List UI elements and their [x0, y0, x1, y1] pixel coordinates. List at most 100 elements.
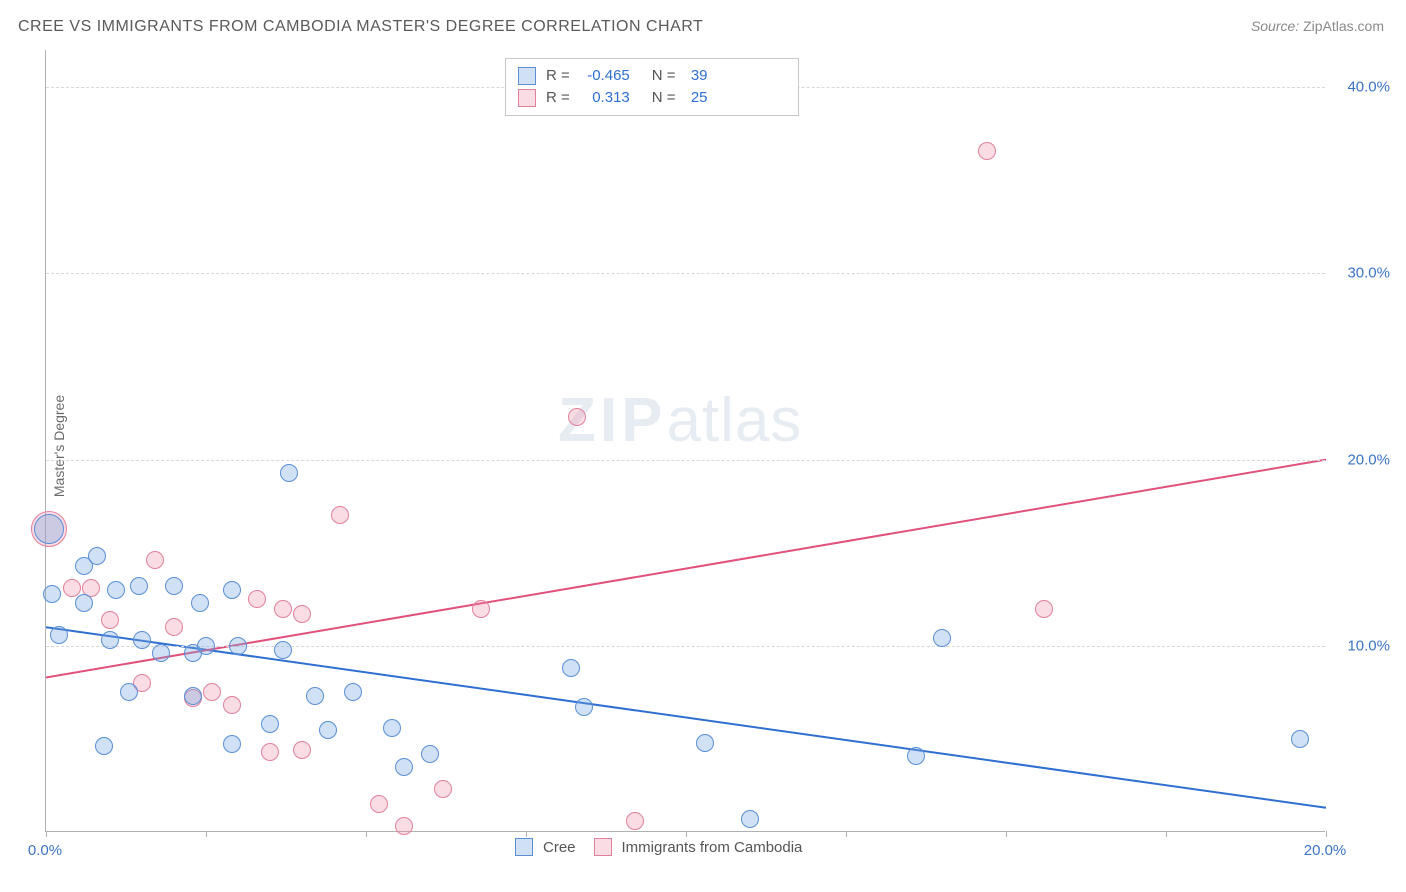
legend-label-cree: Cree [543, 839, 576, 856]
data-point-cree [274, 641, 292, 659]
data-point-cambodia [223, 696, 241, 714]
x-tick [46, 831, 47, 837]
data-point-cree [133, 631, 151, 649]
gridline [46, 273, 1325, 274]
data-point-cree [191, 594, 209, 612]
data-point-cree [130, 577, 148, 595]
data-point-cambodia [331, 506, 349, 524]
data-point-cree [184, 687, 202, 705]
x-tick [686, 831, 687, 837]
y-tick-label: 30.0% [1347, 265, 1390, 282]
data-point-cambodia [626, 812, 644, 830]
swatch-cree [518, 67, 536, 85]
data-point-cree [280, 464, 298, 482]
data-point-cambodia [274, 600, 292, 618]
legend-label-cambodia: Immigrants from Cambodia [622, 839, 803, 856]
legend-row-cree: R = -0.465 N = 39 [518, 65, 786, 87]
legend-item-cree: Cree [515, 838, 576, 856]
data-point-cree [165, 577, 183, 595]
x-tick-label: 20.0% [1304, 842, 1347, 859]
data-point-cree [383, 719, 401, 737]
source-label: Source: [1251, 18, 1299, 34]
data-point-cambodia [63, 579, 81, 597]
data-point-cambodia [1035, 600, 1053, 618]
swatch-cambodia [594, 838, 612, 856]
data-point-cambodia [248, 590, 266, 608]
data-point-cree [319, 721, 337, 739]
data-point-cree [75, 594, 93, 612]
data-point-cree [562, 659, 580, 677]
data-point-cree [95, 737, 113, 755]
x-tick [1166, 831, 1167, 837]
source-attribution: Source: ZipAtlas.com [1251, 18, 1384, 34]
watermark-atlas: atlas [666, 386, 802, 455]
data-point-cree [741, 810, 759, 828]
data-point-cree [107, 581, 125, 599]
data-point-cree [223, 735, 241, 753]
x-tick [366, 831, 367, 837]
data-point-cambodia [165, 618, 183, 636]
data-point-cambodia [472, 600, 490, 618]
r-label: R = [546, 65, 570, 87]
swatch-cambodia [518, 89, 536, 107]
data-point-cambodia [203, 683, 221, 701]
x-tick-label: 0.0% [28, 842, 62, 859]
n-value-cambodia: 25 [682, 87, 708, 109]
n-value-cree: 39 [682, 65, 708, 87]
data-point-cree [34, 514, 64, 544]
data-point-cree [197, 637, 215, 655]
data-point-cree [933, 629, 951, 647]
data-point-cree [50, 626, 68, 644]
data-point-cree [907, 747, 925, 765]
trend-lines [46, 50, 1326, 832]
data-point-cree [88, 547, 106, 565]
y-tick-label: 20.0% [1347, 451, 1390, 468]
data-point-cree [229, 637, 247, 655]
y-tick-label: 40.0% [1347, 79, 1390, 96]
scatter-plot-area: ZIPatlas 10.0%20.0%30.0%40.0% [45, 50, 1325, 832]
data-point-cree [261, 715, 279, 733]
data-point-cambodia [261, 743, 279, 761]
watermark: ZIPatlas [558, 385, 802, 456]
legend-row-cambodia: R = 0.313 N = 25 [518, 87, 786, 109]
data-point-cree [1291, 730, 1309, 748]
series-legend: Cree Immigrants from Cambodia [515, 838, 802, 856]
x-tick [1006, 831, 1007, 837]
data-point-cambodia [568, 408, 586, 426]
data-point-cree [101, 631, 119, 649]
n-label: N = [652, 87, 676, 109]
n-label: N = [652, 65, 676, 87]
data-point-cree [120, 683, 138, 701]
x-tick [1326, 831, 1327, 837]
x-tick [206, 831, 207, 837]
data-point-cree [395, 758, 413, 776]
data-point-cambodia [101, 611, 119, 629]
data-point-cambodia [293, 741, 311, 759]
data-point-cree [344, 683, 362, 701]
data-point-cree [575, 698, 593, 716]
data-point-cree [43, 585, 61, 603]
r-value-cree: -0.465 [576, 65, 630, 87]
data-point-cree [421, 745, 439, 763]
data-point-cambodia [293, 605, 311, 623]
source-value: ZipAtlas.com [1303, 18, 1384, 34]
correlation-legend: R = -0.465 N = 39 R = 0.313 N = 25 [505, 58, 799, 116]
x-tick [846, 831, 847, 837]
x-tick [526, 831, 527, 837]
data-point-cree [152, 644, 170, 662]
r-value-cambodia: 0.313 [576, 87, 630, 109]
data-point-cree [306, 687, 324, 705]
chart-title: CREE VS IMMIGRANTS FROM CAMBODIA MASTER'… [18, 18, 703, 36]
r-label: R = [546, 87, 570, 109]
data-point-cambodia [146, 551, 164, 569]
data-point-cambodia [434, 780, 452, 798]
y-tick-label: 10.0% [1347, 637, 1390, 654]
legend-item-cambodia: Immigrants from Cambodia [594, 838, 803, 856]
data-point-cambodia [395, 817, 413, 835]
data-point-cambodia [978, 142, 996, 160]
data-point-cree [223, 581, 241, 599]
gridline [46, 460, 1325, 461]
swatch-cree [515, 838, 533, 856]
data-point-cambodia [370, 795, 388, 813]
data-point-cree [696, 734, 714, 752]
